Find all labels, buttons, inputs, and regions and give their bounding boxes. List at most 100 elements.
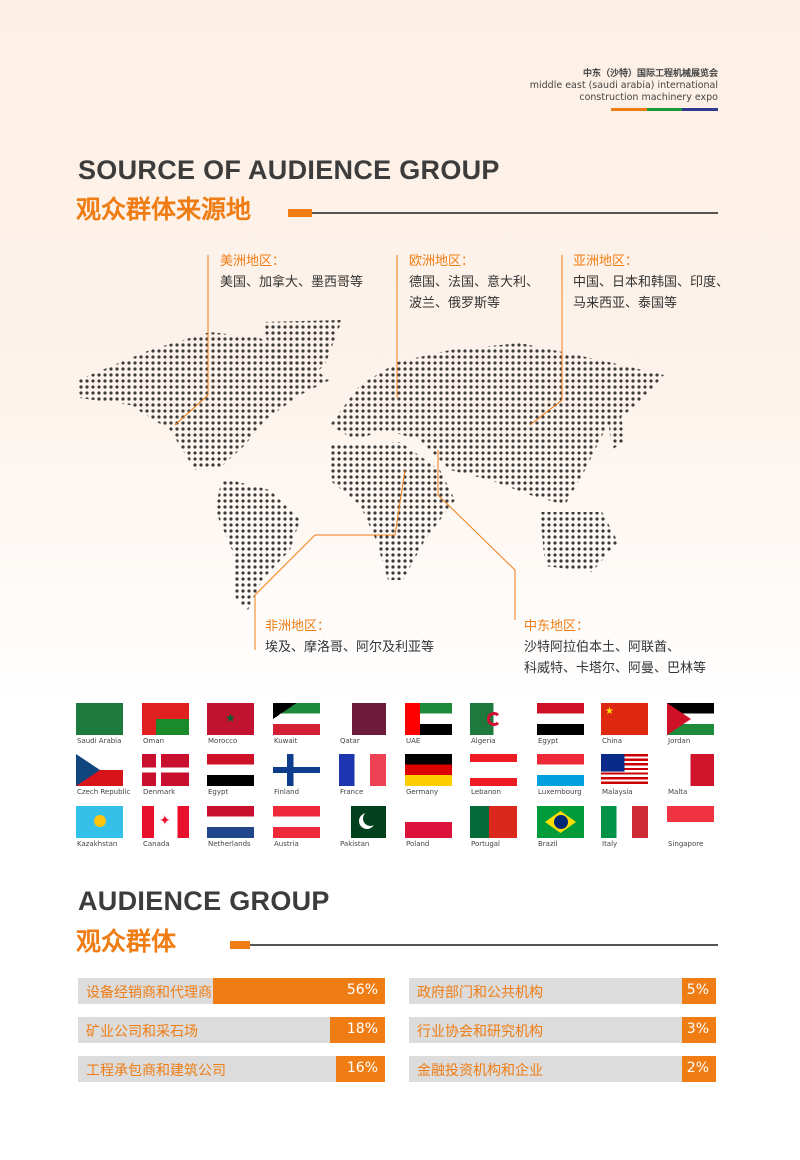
flag-label: Portugal [471,840,500,848]
flag-label: Algeria [471,737,496,745]
flag-uae [405,703,452,735]
region-middle-east: 中东地区： 沙特阿拉伯本土、阿联酋、 科威特、卡塔尔、阿曼、巴林等 [524,617,706,679]
region-desc: 美国、加拿大、墨西哥等 [220,275,364,290]
region-title: 亚洲地区： [573,254,639,269]
flag-poland [405,806,452,838]
source-title-cn: 观众群体来源地 [76,195,252,224]
flag-label: Denmark [143,788,176,796]
flag-label: Poland [406,840,430,848]
bar-fill [682,1056,716,1082]
bar-label: 工程承包商和建筑公司 [86,1063,226,1079]
bar-label: 政府部门和公共机构 [417,985,543,1001]
japan [608,410,625,450]
flag-label: Italy [602,840,618,848]
region-africa: 非洲地区： 埃及、摩洛哥、阿尔及利亚等 [265,617,434,658]
flag-morocco: ★ [207,703,254,735]
audience-bar: 行业协会和研究机构 3% [409,1017,716,1043]
flag-label: Finland [274,788,300,796]
region-title: 非洲地区： [265,619,331,634]
connector-lines [174,255,563,650]
flag-austria [273,806,320,838]
bar-fill [213,978,385,1004]
flag-kuwait [273,703,320,735]
flag-jordan [667,703,714,735]
bar-label: 行业协会和研究机构 [417,1024,543,1040]
audience-title-en: AUDIENCE GROUP [78,886,330,916]
flag-pakistan [339,806,386,838]
flag-lebanon [470,754,517,786]
flag-netherlands [207,806,254,838]
flag-label: China [602,737,622,745]
bar-label: 金融投资机构和企业 [417,1063,543,1079]
flag-label: France [340,788,364,796]
brand-en-1: middle east (saudi arabia) international [529,80,718,91]
bar-label: 设备经销商和代理商 [86,985,212,1001]
flag-egypt [537,703,584,735]
expo-brand: 中东（沙特）国际工程机械展览会 middle east (saudi arabi… [530,68,718,104]
flag-label: Egypt [208,788,229,796]
bar-fill [335,1056,385,1082]
flag-label: Czech Republic [77,788,131,796]
flag-finland [273,754,320,786]
bar-fill [682,978,716,1004]
flag-label: Brazil [538,840,558,848]
flag-egypt [207,754,254,786]
flag-label: Germany [406,788,439,796]
flag-label: Jordan [668,737,691,745]
flag-malta [667,754,714,786]
region-desc: 沙特阿拉伯本土、阿联酋、 [524,640,681,655]
flag-oman [142,703,189,735]
flag-label: Morocco [208,737,238,745]
audience-bar: 金融投资机构和企业 2% [409,1056,716,1082]
bar-value: 2% [686,1060,709,1076]
flag-singapore [667,806,714,838]
audience-bar: 工程承包商和建筑公司 16% [78,1056,385,1082]
bar-fill [682,1017,716,1043]
bar-fill [329,1017,385,1043]
greenland [262,320,342,390]
flag-label: Malta [668,788,688,796]
flag-malaysia [601,754,648,786]
brand-en-2: construction machinery expo [579,92,718,103]
audience-title-cn: 观众群体 [76,927,177,956]
region-desc: 埃及、摩洛哥、阿尔及利亚等 [265,640,435,655]
bar-value: 18% [346,1021,378,1037]
title-accent [288,209,312,217]
flag-label: Egypt [538,737,559,745]
flag-label: Netherlands [208,840,251,848]
flag-qatar [339,703,386,735]
region-americas: 美洲地区： 美国、加拿大、墨西哥等 [220,252,363,293]
title-rule [312,212,718,214]
region-title: 美洲地区： [220,254,286,269]
flag-label: Saudi Arabia [77,737,122,745]
flag-label: Kazakhstan [77,840,118,848]
flag-portugal [470,806,517,838]
flag-france [339,754,386,786]
australia [540,512,618,572]
flag-label: Kuwait [274,737,298,745]
flag-saudi-arabia [76,703,123,735]
flag-italy [601,806,648,838]
flag-czech-republic [76,754,123,786]
flag-label: UAE [406,737,421,745]
bar-value: 56% [346,982,378,998]
bar-value: 5% [686,982,709,998]
flag-label: Luxembourg [538,788,582,796]
region-asia: 亚洲地区： 中国、日本和韩国、印度、 马来西亚、泰国等 [573,252,729,314]
source-title-en: SOURCE OF AUDIENCE GROUP [78,155,500,185]
world-dot-map [78,255,664,650]
flag-label: Lebanon [471,788,501,796]
flag-label: Canada [143,840,170,848]
audience-bar: 设备经销商和代理商 56% [78,978,385,1004]
africa [330,442,455,580]
flag-china: ★ [601,703,648,735]
south-america [215,478,300,610]
north-america [78,332,330,470]
region-desc: 波兰、俄罗斯等 [409,296,501,311]
flag-algeria [470,703,517,735]
brand-cn: 中东（沙特）国际工程机械展览会 [582,69,718,79]
flag-denmark [142,754,189,786]
region-desc: 科威特、卡塔尔、阿曼、巴林等 [524,661,707,676]
title-accent [230,941,250,949]
flag-label: Singapore [668,840,704,848]
